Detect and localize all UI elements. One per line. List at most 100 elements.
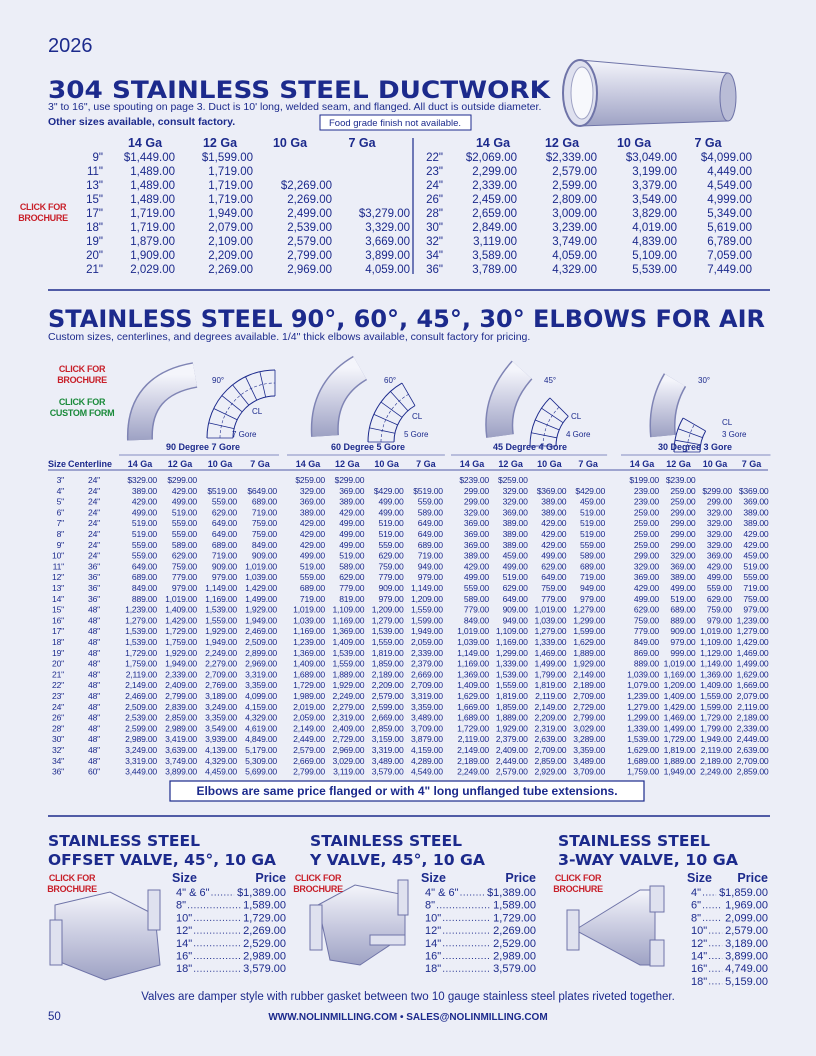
price: 2,409.00: [332, 723, 364, 733]
price: 1,039.00: [293, 615, 325, 625]
price: 1,039.00: [627, 669, 659, 679]
price: 779.00: [172, 572, 198, 582]
price: 1,949.00: [208, 208, 253, 220]
price: $1,389.00: [487, 887, 536, 899]
price: 2,579.00: [496, 767, 528, 777]
size: 14": [691, 951, 707, 963]
price: 429.00: [541, 518, 567, 528]
angle-label: 30°: [698, 376, 710, 385]
price: 2,189.00: [372, 669, 404, 679]
price: 3,709.00: [411, 723, 443, 733]
price: 559.00: [743, 572, 769, 582]
centerline: 48": [88, 648, 100, 658]
price: 1,949.00: [664, 767, 696, 777]
column-header: 7 Ga: [348, 136, 376, 150]
price: 389.00: [132, 486, 158, 496]
price: 1,539.00: [332, 648, 364, 658]
price: 2,189.00: [457, 756, 489, 766]
price: 369.00: [339, 486, 365, 496]
price: 429.00: [464, 561, 490, 571]
price: 1,369.00: [293, 648, 325, 658]
link-text[interactable]: CLICK FOR: [555, 873, 602, 883]
price: 4,549.00: [707, 180, 752, 192]
price: $299.00: [335, 475, 365, 485]
size: 10": [691, 925, 707, 937]
column-header: 10 Ga: [617, 136, 652, 150]
link-text[interactable]: BROCHURE: [293, 884, 343, 894]
link-text[interactable]: BROCHURE: [47, 884, 97, 894]
price: 2,059.00: [411, 637, 443, 647]
price: 259.00: [670, 497, 696, 507]
price: 1,019.00: [700, 626, 732, 636]
price: 2,859.00: [737, 767, 769, 777]
price: 1,279.00: [535, 626, 567, 636]
price: 1,369.00: [700, 669, 732, 679]
price: 389.00: [743, 507, 769, 517]
column-header: 12 Ga: [168, 459, 194, 469]
price: 2,109.00: [208, 236, 253, 248]
price: 2,459.00: [472, 194, 517, 206]
price: 2,579.00: [293, 745, 325, 755]
price: 1,129.00: [700, 648, 732, 658]
price: 1,909.00: [130, 250, 175, 262]
gore-line: [213, 408, 238, 421]
valve-title: OFFSET VALVE, 45°, 10 GA: [48, 851, 276, 869]
price: 2,659.00: [472, 208, 517, 220]
price: 719.00: [300, 594, 326, 604]
price: 689.00: [300, 583, 326, 593]
column-header: 7 Ga: [742, 459, 763, 469]
link-text[interactable]: BROCHURE: [553, 884, 603, 894]
price: 2,509.00: [125, 702, 157, 712]
size: 34": [52, 756, 64, 766]
price: 369.00: [300, 497, 326, 507]
size: 18": [425, 963, 441, 975]
column-header: Size: [421, 871, 446, 885]
link-text[interactable]: CLICK FOR: [295, 873, 342, 883]
price: 2,319.00: [535, 723, 567, 733]
price: 3,189.00: [725, 938, 768, 950]
price: $429.00: [575, 486, 605, 496]
price: 4,449.00: [707, 166, 752, 178]
price: 2,599.00: [372, 702, 404, 712]
centerline: 60": [88, 767, 100, 777]
column-header: 12 Ga: [203, 136, 238, 150]
price: 459.00: [503, 551, 529, 561]
centerline: 36": [88, 572, 100, 582]
price: 589.00: [418, 507, 444, 517]
gore-arc: [219, 382, 276, 439]
price: 429.00: [541, 540, 567, 550]
price: 2,269.00: [208, 264, 253, 276]
link-text[interactable]: BROCHURE: [57, 375, 107, 385]
price: 559.00: [132, 540, 158, 550]
link-text[interactable]: CLICK FOR: [49, 873, 96, 883]
centerline: 24": [88, 529, 100, 539]
link-text[interactable]: CLICK FOR: [59, 397, 106, 407]
footnote-box: [169, 780, 645, 802]
gore-line: [401, 382, 416, 406]
link-text[interactable]: CUSTOM FORM: [50, 408, 115, 418]
price: 389.00: [541, 497, 567, 507]
price: 429.00: [541, 529, 567, 539]
price: 5,159.00: [725, 976, 768, 988]
price: 2,799.00: [573, 713, 605, 723]
price: 589.00: [464, 594, 490, 604]
price: 329.00: [464, 507, 490, 517]
price: 3,579.00: [243, 963, 286, 975]
centerline: 48": [88, 615, 100, 625]
price: 499.00: [707, 572, 733, 582]
price: 2,079.00: [208, 222, 253, 234]
price: 589.00: [580, 551, 606, 561]
price: $1,599.00: [202, 152, 253, 164]
column-header: Size: [687, 871, 712, 885]
price: 589.00: [172, 540, 198, 550]
price: 559.00: [300, 572, 326, 582]
size: 16": [425, 951, 441, 963]
link-text[interactable]: BROCHURE: [18, 213, 68, 223]
price: 519.00: [580, 507, 606, 517]
link-text[interactable]: CLICK FOR: [59, 364, 106, 374]
centerline: 48": [88, 605, 100, 615]
price: 519.00: [300, 561, 326, 571]
price: 499.00: [132, 507, 158, 517]
angle-label: 45°: [544, 376, 556, 385]
link-text[interactable]: CLICK FOR: [20, 202, 67, 212]
